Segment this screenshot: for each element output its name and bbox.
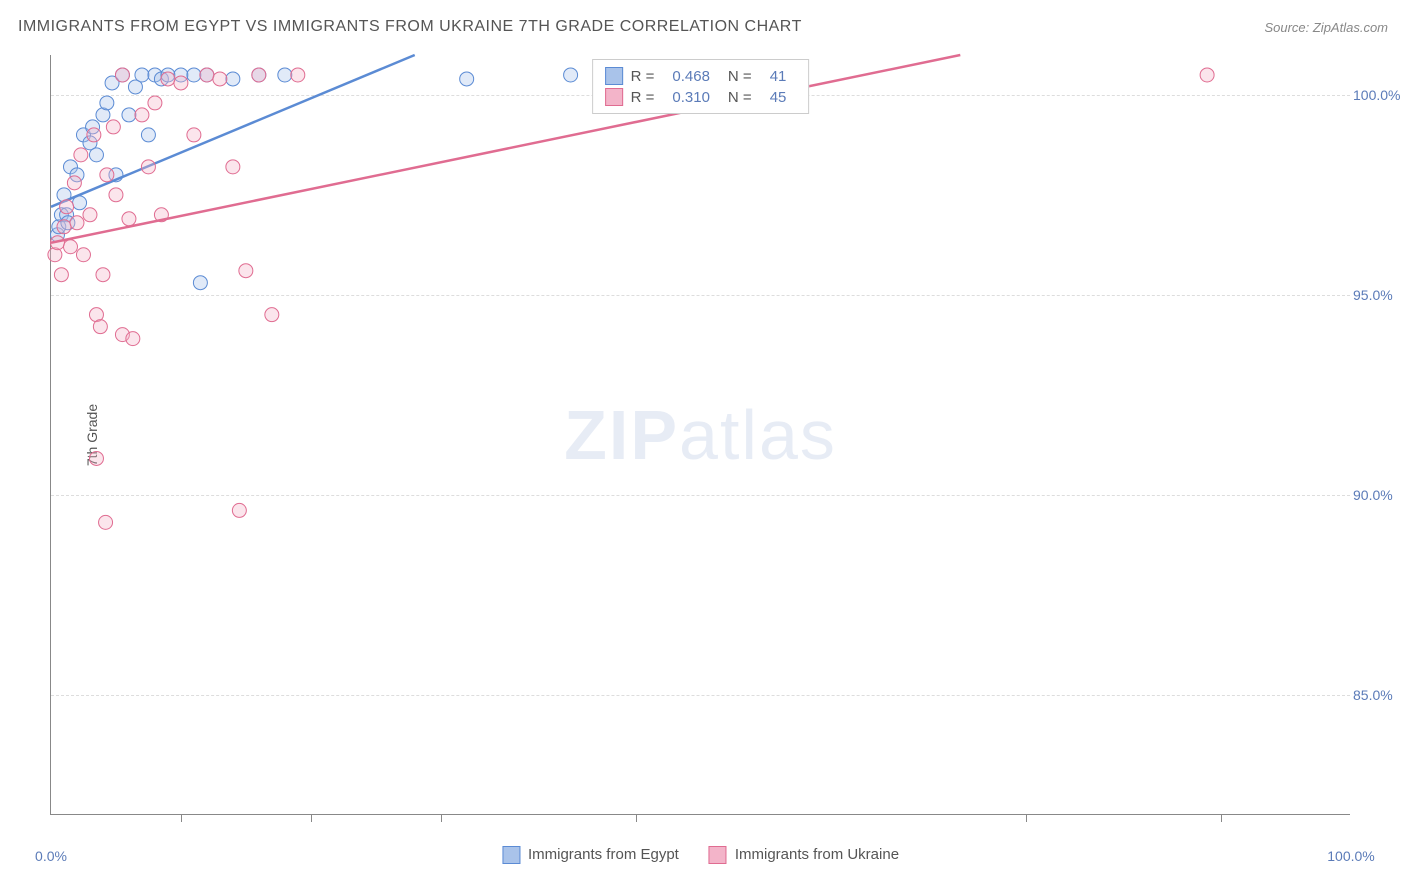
data-point [213,72,227,86]
data-point [460,72,474,86]
data-point [100,96,114,110]
data-point [93,320,107,334]
data-point [291,68,305,82]
legend-swatch [502,846,520,864]
data-point [232,503,246,517]
data-point [193,276,207,290]
n-value: 41 [770,68,787,85]
legend-item: Immigrants from Egypt [502,846,679,864]
chart-title: IMMIGRANTS FROM EGYPT VS IMMIGRANTS FROM… [18,18,802,36]
n-value: 45 [770,89,787,106]
data-point [122,108,136,122]
data-point [106,120,120,134]
data-point [83,208,97,222]
r-label: R = [631,89,655,106]
data-point [100,168,114,182]
legend-swatch [605,67,623,85]
y-tick-label: 100.0% [1353,87,1406,103]
correlation-legend: R = 0.468 N = 41 R = 0.310 N = 45 [592,59,810,114]
y-tick-label: 85.0% [1353,687,1406,703]
r-value: 0.310 [672,89,710,106]
data-point [126,332,140,346]
legend-label: Immigrants from Ukraine [735,846,899,863]
data-point [141,128,155,142]
legend-label: Immigrants from Egypt [528,846,679,863]
data-point [135,108,149,122]
x-tick-label: 0.0% [35,848,67,864]
data-point [122,212,136,226]
data-point [54,268,68,282]
data-point [76,248,90,262]
scatter-svg [51,55,1350,814]
x-tick-label: 100.0% [1327,848,1374,864]
data-point [187,128,201,142]
data-point [115,68,129,82]
series-legend: Immigrants from Egypt Immigrants from Ukr… [502,846,899,864]
r-label: R = [631,68,655,85]
data-point [89,148,103,162]
correlation-row: R = 0.310 N = 45 [605,88,797,106]
data-point [161,72,175,86]
n-label: N = [728,68,752,85]
data-point [174,76,188,90]
data-point [278,68,292,82]
data-point [265,308,279,322]
data-point [63,240,77,254]
data-point [70,216,84,230]
data-point [60,200,74,214]
data-point [252,68,266,82]
data-point [89,451,103,465]
data-point [239,264,253,278]
data-point [1200,68,1214,82]
data-point [226,72,240,86]
data-point [74,148,88,162]
legend-item: Immigrants from Ukraine [709,846,899,864]
data-point [135,68,149,82]
data-point [99,515,113,529]
y-tick-label: 95.0% [1353,287,1406,303]
data-point [141,160,155,174]
data-point [564,68,578,82]
correlation-row: R = 0.468 N = 41 [605,67,797,85]
plot-area: 7th Grade ZIPatlas 85.0%90.0%95.0%100.0%… [50,55,1350,815]
data-point [109,188,123,202]
data-point [87,128,101,142]
y-tick-label: 90.0% [1353,487,1406,503]
data-point [187,68,201,82]
r-value: 0.468 [672,68,710,85]
source-label: Source: ZipAtlas.com [1264,20,1388,35]
data-point [200,68,214,82]
data-point [226,160,240,174]
legend-swatch [709,846,727,864]
legend-swatch [605,88,623,106]
data-point [96,268,110,282]
n-label: N = [728,89,752,106]
data-point [57,220,71,234]
data-point [148,96,162,110]
data-point [67,176,81,190]
